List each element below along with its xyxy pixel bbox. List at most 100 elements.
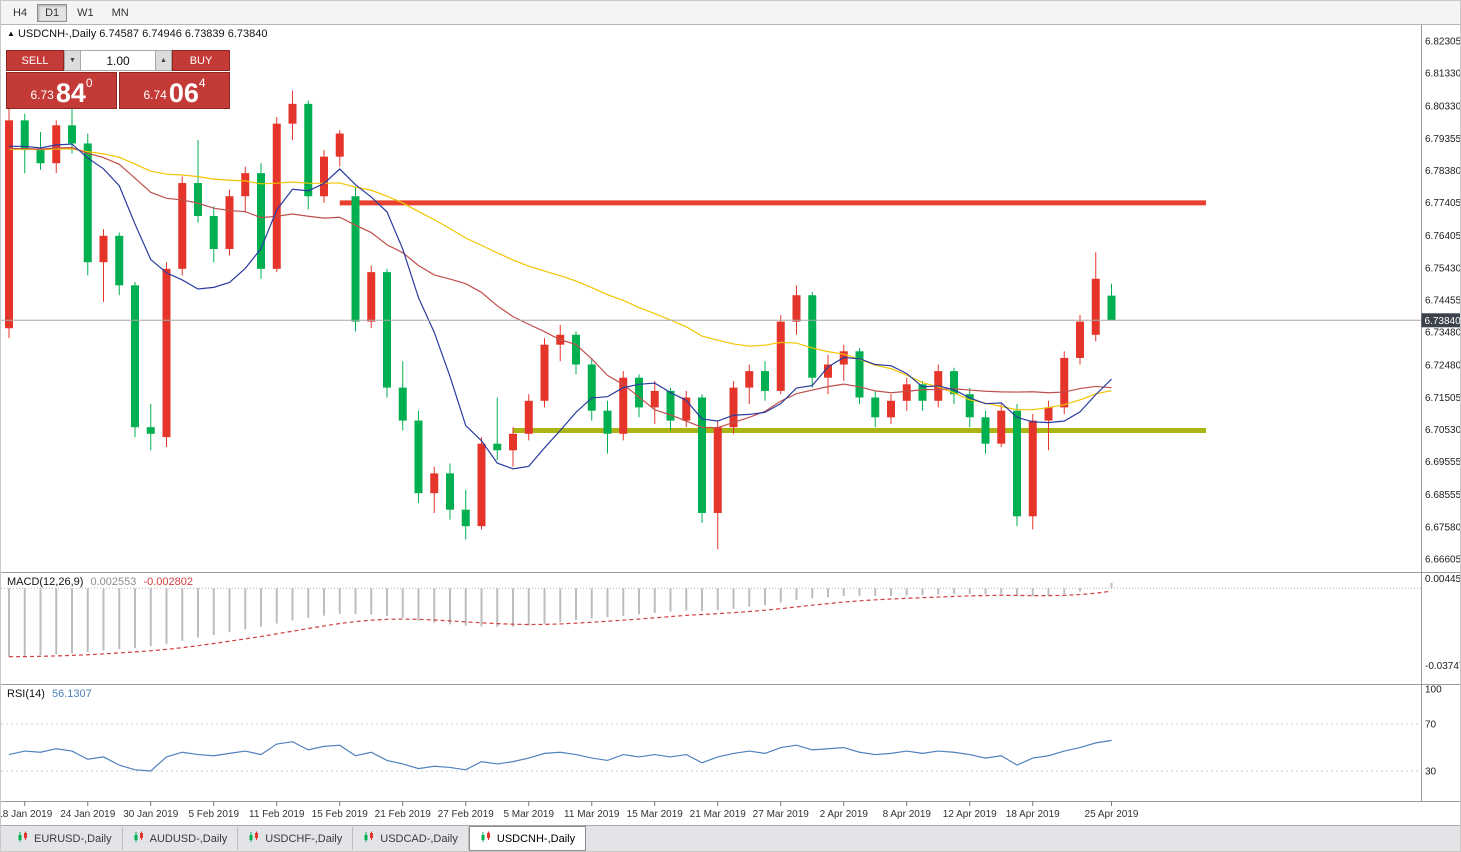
timeframe-button-group: H4 D1 W1 MN: [5, 3, 139, 22]
candle-body: [808, 295, 817, 378]
candle-body: [493, 443, 502, 451]
timeframe-button-mn[interactable]: MN: [111, 6, 129, 19]
candle-body: [83, 143, 92, 263]
price-axis-label: 6.73480: [1425, 328, 1461, 339]
timeframe-button-w1[interactable]: W1: [77, 6, 94, 19]
price-axis-label: 6.68555: [1425, 490, 1461, 501]
chart-symbol-header: ▲ USDCNH-,Daily 6.74587 6.74946 6.73839 …: [7, 28, 267, 40]
buy-price-main: 06: [168, 78, 199, 108]
tab-chart-icon: [480, 831, 492, 846]
candle-body: [99, 235, 108, 263]
candle-body: [52, 125, 61, 164]
candle-body: [997, 410, 1006, 444]
candle-body: [194, 183, 202, 217]
macd-axis-label: -0.037475: [1425, 661, 1461, 672]
chart-area[interactable]: 6.82305 6.81330 6.80330 6.79355 6.78380 6.774…: [1, 25, 1461, 827]
buy-button[interactable]: BUY: [172, 50, 230, 71]
tab-label: USDCHF-,Daily: [265, 832, 343, 845]
candle-body: [682, 397, 691, 421]
sell-price-pip: 0: [85, 76, 93, 90]
symbol-ohlc-text: USDCNH-,Daily 6.74587 6.74946 6.73839 6.…: [17, 28, 268, 40]
price-chart-canvas[interactable]: 6.82305 6.81330 6.80330 6.79355 6.78380 6.774…: [1, 25, 1461, 827]
caret-down-icon: ▼: [69, 57, 76, 64]
price-axis-label: 6.70530: [1425, 425, 1461, 436]
candle-body: [225, 196, 234, 250]
date-label: 27 Mar 2019: [753, 809, 810, 820]
price-axis-label: 6.66605: [1425, 555, 1461, 566]
candle-body: [540, 344, 549, 401]
candle-body: [1091, 278, 1100, 335]
tab-chart-icon: [363, 831, 375, 846]
candle-body: [1107, 295, 1116, 321]
sell-price-main: 84: [55, 78, 86, 108]
buy-price-pip: 4: [198, 76, 206, 90]
candle-body: [5, 120, 13, 329]
candle-body: [288, 103, 297, 124]
candle-body: [383, 272, 391, 388]
candle-body: [146, 427, 155, 434]
macd-value: 0.002553: [90, 576, 137, 588]
candle-body: [351, 196, 360, 322]
timeframe-button-h4[interactable]: H4: [13, 6, 28, 19]
chart-tab-usdchf[interactable]: USDCHF-,Daily: [238, 827, 354, 850]
price-axis-label: 6.80330: [1425, 102, 1461, 113]
chart-tab-eurusd[interactable]: EURUSD-,Daily: [7, 827, 123, 850]
candle-body: [1028, 420, 1037, 517]
price-axis-label: 6.81330: [1425, 69, 1461, 80]
candle-body: [603, 410, 612, 434]
tab-label: USDCNH-,Daily: [496, 832, 576, 845]
timeframe-button-d1[interactable]: D1: [37, 3, 68, 22]
candle-body: [635, 377, 643, 408]
candle-body: [257, 173, 265, 269]
buy-price-box[interactable]: 6.74 06 4: [119, 72, 230, 109]
ma-fast-line: [9, 143, 1112, 470]
price-axis-label: 6.67580: [1425, 522, 1461, 533]
candle-body: [855, 351, 864, 398]
date-label: 5 Mar 2019: [503, 809, 554, 820]
date-label: 25 Apr 2019: [1085, 809, 1139, 820]
candle-body: [729, 387, 738, 428]
candle-body: [871, 397, 880, 418]
rsi-indicator-label: RSI(14) 56.1307: [7, 688, 92, 700]
candle-body: [131, 285, 139, 428]
price-axis-label: 6.76405: [1425, 231, 1461, 242]
chart-tab-usdcnh[interactable]: USDCNH-,Daily: [468, 826, 587, 851]
current-price-badge: [1421, 313, 1460, 328]
candle-body: [761, 371, 769, 391]
candle-body: [950, 371, 958, 395]
chart-tab-bar: EURUSD-,Daily AUDUSD-,Daily USDCHF-,Daily U…: [1, 825, 1460, 851]
one-click-trading-panel: SELL ▼ 1.00 ▲ BUY 6.73 84 0 6.74 06: [6, 50, 230, 109]
buy-price-prefix: 6.74: [143, 88, 167, 102]
tab-label: AUDUSD-,Daily: [149, 832, 228, 845]
sell-price-prefix: 6.73: [30, 88, 54, 102]
tab-chart-icon: [17, 831, 29, 846]
sell-button[interactable]: SELL: [6, 50, 64, 71]
volume-input[interactable]: 1.00: [81, 50, 155, 71]
chart-tab-usdcad[interactable]: USDCAD-,Daily: [353, 827, 469, 850]
volume-increase-button[interactable]: ▲: [155, 50, 172, 71]
date-label: 27 Feb 2019: [438, 809, 495, 820]
candle-body: [162, 268, 171, 438]
date-label: 21 Mar 2019: [690, 809, 747, 820]
candle-body: [902, 384, 911, 401]
macd-indicator-label: MACD(12,26,9) 0.002553 -0.002802: [7, 576, 193, 588]
price-axis-label: 6.74455: [1425, 296, 1461, 307]
chart-tab-audusd[interactable]: AUDUSD-,Daily: [123, 827, 239, 850]
candle-body: [209, 216, 218, 250]
date-label: 11 Feb 2019: [249, 809, 305, 820]
candle-body: [241, 173, 250, 197]
candle-body: [792, 295, 801, 322]
candle-body: [1013, 410, 1021, 517]
volume-decrease-button[interactable]: ▼: [64, 50, 81, 71]
candle-body: [367, 272, 376, 322]
candle-body: [887, 400, 895, 418]
sell-price-box[interactable]: 6.73 84 0: [6, 72, 117, 109]
date-label: 8 Apr 2019: [883, 809, 932, 820]
date-label: 15 Mar 2019: [627, 809, 684, 820]
candle-body: [509, 433, 517, 451]
tab-chart-icon: [133, 831, 145, 846]
date-label: 2 Apr 2019: [820, 809, 869, 820]
candle-body: [398, 387, 407, 421]
candle-body: [524, 400, 533, 434]
price-axis-label: 6.82305: [1425, 37, 1461, 48]
